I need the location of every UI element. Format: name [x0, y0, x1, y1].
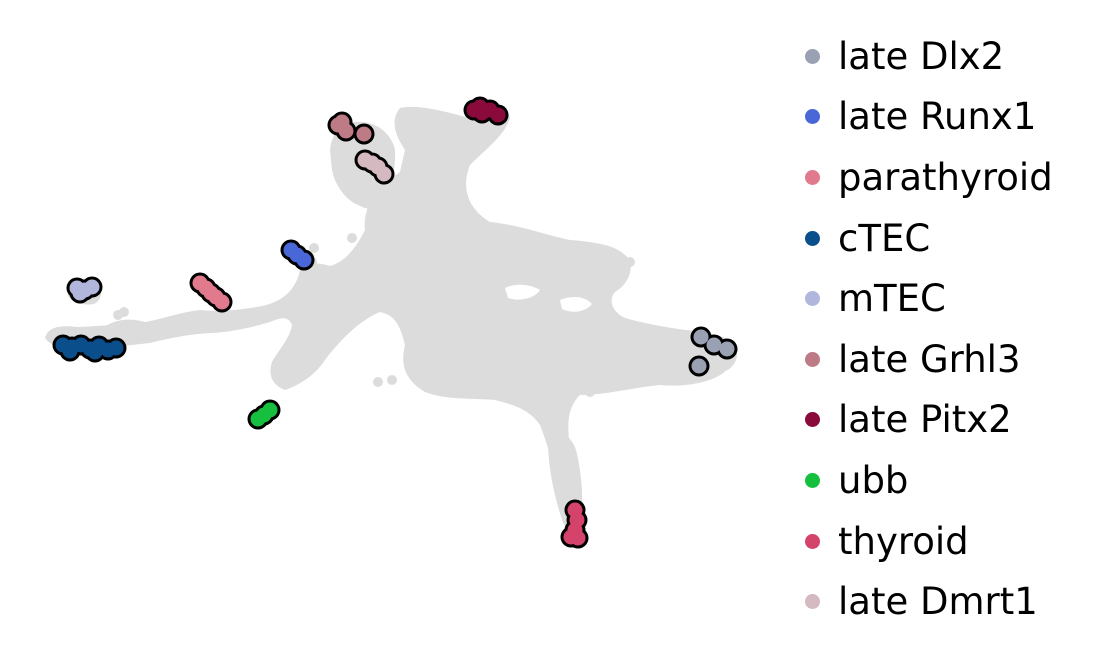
- legend-item-parathyroid: parathyroid: [800, 147, 1100, 208]
- background-cell-point: [309, 243, 319, 253]
- late-runx1-point: [296, 252, 312, 268]
- mtec-point: [84, 279, 100, 295]
- background-cell-point: [119, 307, 129, 317]
- legend: late Dlx2 late Runx1 parathyroid cTEC mTEC la…: [800, 26, 1100, 632]
- legend-item-late-pitx2: late Pitx2: [800, 390, 1100, 451]
- legend-label-mtec: mTEC: [838, 277, 946, 321]
- legend-marker-late-dlx2: [805, 48, 820, 64]
- background-cell-point: [373, 377, 383, 387]
- background-cloud-region: [45, 106, 733, 517]
- legend-marker-thyroid: [805, 533, 820, 549]
- background-cell-point: [387, 375, 397, 385]
- background-cell-point: [567, 390, 577, 400]
- legend-marker-parathyroid: [805, 169, 820, 185]
- background-cell-point: [515, 245, 525, 255]
- legend-item-late-dmrt1: late Dmrt1: [800, 571, 1100, 632]
- legend-label-parathyroid: parathyroid: [838, 155, 1053, 199]
- legend-marker-late-runx1: [805, 109, 820, 125]
- late-grhl3-point: [334, 114, 350, 130]
- background-cloud-gap: [505, 284, 540, 300]
- background-cell-point: [585, 387, 595, 397]
- background-cell-point: [535, 241, 545, 251]
- thyroid-point: [563, 529, 579, 545]
- ctec-point: [62, 343, 78, 359]
- legend-marker-ctec: [805, 230, 820, 246]
- legend-label-ubb: ubb: [838, 458, 909, 502]
- legend-marker-late-pitx2: [805, 412, 820, 428]
- mtec-point: [72, 285, 88, 301]
- ctec-point: [87, 344, 103, 360]
- late-dlx2-point: [691, 358, 707, 374]
- background-cell-point: [347, 233, 357, 243]
- late-dlx2-point: [693, 329, 709, 345]
- background-cell-cloud: [45, 106, 738, 529]
- legend-label-late-dlx2: late Dlx2: [838, 34, 1005, 78]
- legend-marker-late-dmrt1: [805, 594, 820, 610]
- legend-label-late-dmrt1: late Dmrt1: [838, 580, 1038, 624]
- late-dmrt1-point: [376, 166, 392, 182]
- background-cloud-gap: [560, 296, 592, 312]
- legend-marker-late-grhl3: [805, 351, 820, 367]
- legend-item-mtec: mTEC: [800, 268, 1100, 329]
- late-pitx2-point: [472, 99, 488, 115]
- legend-label-thyroid: thyroid: [838, 519, 969, 563]
- ubb-point: [262, 402, 278, 418]
- legend-label-late-pitx2: late Pitx2: [838, 398, 1012, 442]
- late-pitx2-point: [490, 107, 506, 123]
- legend-label-late-grhl3: late Grhl3: [838, 337, 1021, 381]
- late-grhl3-point: [356, 126, 372, 142]
- legend-item-late-dlx2: late Dlx2: [800, 26, 1100, 87]
- background-cloud-region: [99, 319, 145, 342]
- legend-item-thyroid: thyroid: [800, 511, 1100, 572]
- ctec-point: [108, 340, 124, 356]
- legend-marker-mtec: [805, 291, 820, 307]
- background-cell-point: [625, 257, 635, 267]
- legend-item-ubb: ubb: [800, 450, 1100, 511]
- late-dlx2-point: [706, 337, 722, 353]
- umap-scatter-plot: [45, 96, 738, 549]
- legend-marker-ubb: [805, 472, 820, 488]
- background-cloud-gap: [346, 340, 391, 385]
- highlight-point-layer: [55, 99, 735, 546]
- late-dlx2-point: [719, 341, 735, 357]
- legend-item-late-grhl3: late Grhl3: [800, 329, 1100, 390]
- parathyroid-point: [214, 294, 230, 310]
- legend-label-ctec: cTEC: [838, 216, 931, 260]
- legend-label-late-runx1: late Runx1: [838, 95, 1037, 139]
- legend-item-late-runx1: late Runx1: [800, 87, 1100, 148]
- background-cell-point: [605, 250, 615, 260]
- legend-item-ctec: cTEC: [800, 208, 1100, 269]
